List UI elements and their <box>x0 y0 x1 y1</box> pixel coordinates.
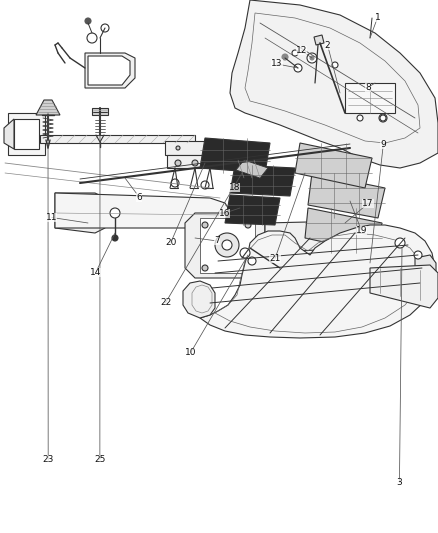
Text: 13: 13 <box>271 60 283 68</box>
Text: 9: 9 <box>380 141 386 149</box>
Text: 16: 16 <box>219 209 230 217</box>
Polygon shape <box>295 143 372 188</box>
Polygon shape <box>167 155 213 168</box>
Polygon shape <box>370 265 438 308</box>
Polygon shape <box>55 193 108 233</box>
Bar <box>65 209 77 221</box>
Circle shape <box>176 146 180 150</box>
Polygon shape <box>265 221 355 253</box>
Polygon shape <box>4 119 14 149</box>
Circle shape <box>292 50 298 56</box>
Polygon shape <box>88 56 130 85</box>
Circle shape <box>245 222 251 228</box>
Circle shape <box>395 238 405 248</box>
Polygon shape <box>200 138 270 173</box>
Text: 6: 6 <box>136 193 142 201</box>
Polygon shape <box>225 195 280 225</box>
Text: 22: 22 <box>160 298 171 307</box>
Text: 3: 3 <box>396 478 403 487</box>
Text: 11: 11 <box>46 213 57 222</box>
Circle shape <box>332 62 338 68</box>
Text: 25: 25 <box>94 455 106 464</box>
Circle shape <box>414 251 422 259</box>
Polygon shape <box>40 135 195 143</box>
Text: 1: 1 <box>374 13 381 22</box>
Circle shape <box>365 258 375 268</box>
Polygon shape <box>165 141 215 155</box>
Bar <box>60 197 100 225</box>
Polygon shape <box>8 113 45 155</box>
Circle shape <box>85 18 91 24</box>
Polygon shape <box>183 281 215 318</box>
Text: 14: 14 <box>90 269 101 277</box>
Circle shape <box>171 179 179 187</box>
Circle shape <box>372 268 378 274</box>
Circle shape <box>110 208 120 218</box>
Circle shape <box>101 24 109 32</box>
Circle shape <box>222 240 232 250</box>
Circle shape <box>357 115 363 121</box>
Polygon shape <box>305 208 382 253</box>
Circle shape <box>87 33 97 43</box>
Circle shape <box>215 233 239 257</box>
Circle shape <box>380 115 386 121</box>
Text: 2: 2 <box>325 41 330 50</box>
Polygon shape <box>230 0 438 168</box>
Text: 7: 7 <box>214 237 220 245</box>
Bar <box>78 209 90 221</box>
Polygon shape <box>92 108 108 115</box>
Circle shape <box>207 160 213 166</box>
Text: 8: 8 <box>365 83 371 92</box>
Circle shape <box>294 64 302 72</box>
Circle shape <box>112 235 118 241</box>
Text: 19: 19 <box>356 226 367 235</box>
Polygon shape <box>308 173 385 218</box>
Polygon shape <box>230 165 295 196</box>
Circle shape <box>202 265 208 271</box>
Bar <box>368 263 383 278</box>
Circle shape <box>202 222 208 228</box>
Circle shape <box>245 265 251 271</box>
Polygon shape <box>85 53 135 88</box>
Text: 17: 17 <box>362 199 374 208</box>
Text: 12: 12 <box>296 46 307 55</box>
Circle shape <box>248 257 256 265</box>
Circle shape <box>379 114 387 122</box>
Polygon shape <box>415 255 436 288</box>
Text: 18: 18 <box>229 183 240 192</box>
Text: 21: 21 <box>269 254 281 263</box>
Polygon shape <box>36 100 60 115</box>
Text: 23: 23 <box>42 455 54 464</box>
Circle shape <box>192 160 198 166</box>
Circle shape <box>175 160 181 166</box>
Polygon shape <box>236 160 268 178</box>
Circle shape <box>307 53 317 63</box>
Polygon shape <box>200 225 435 338</box>
Polygon shape <box>185 213 265 278</box>
Text: 10: 10 <box>185 349 196 357</box>
Bar <box>200 218 255 273</box>
Polygon shape <box>345 83 395 113</box>
Polygon shape <box>314 35 324 45</box>
Polygon shape <box>55 193 230 228</box>
Circle shape <box>201 181 209 189</box>
Text: 20: 20 <box>165 238 177 247</box>
Circle shape <box>240 248 250 258</box>
Polygon shape <box>14 119 39 149</box>
Circle shape <box>282 54 288 60</box>
Circle shape <box>310 56 314 60</box>
